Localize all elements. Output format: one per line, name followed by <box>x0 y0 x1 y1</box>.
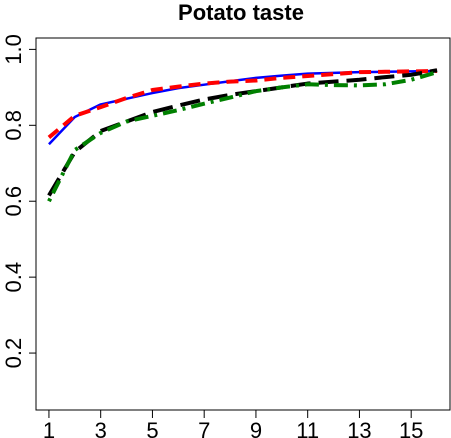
y-tick-label: 0.2 <box>1 338 26 369</box>
x-axis: 1 3 5 7 9 11 13 15 <box>43 410 423 438</box>
x-tick-label: 5 <box>146 418 158 438</box>
y-axis: 0.2 0.4 0.6 0.8 1.0 <box>1 34 36 368</box>
x-tick-label: 13 <box>347 418 371 438</box>
y-tick-label: 0.4 <box>1 262 26 293</box>
y-tick-label: 1.0 <box>1 34 26 65</box>
y-tick-label: 0.6 <box>1 186 26 217</box>
chart-title: Potato taste <box>178 0 304 25</box>
plot-frame <box>35 37 451 411</box>
x-tick-label: 1 <box>43 418 55 438</box>
series-line-4 <box>47 70 438 203</box>
x-tick-label: 3 <box>95 418 107 438</box>
series-line-3 <box>47 68 438 197</box>
x-tick-label: 7 <box>198 418 210 438</box>
series-line-1 <box>48 69 438 146</box>
y-tick-label: 0.8 <box>1 110 26 141</box>
x-tick-label: 11 <box>296 418 319 438</box>
series-layer <box>47 68 438 203</box>
x-tick-label: 9 <box>250 418 262 438</box>
x-tick-label: 15 <box>399 418 423 438</box>
